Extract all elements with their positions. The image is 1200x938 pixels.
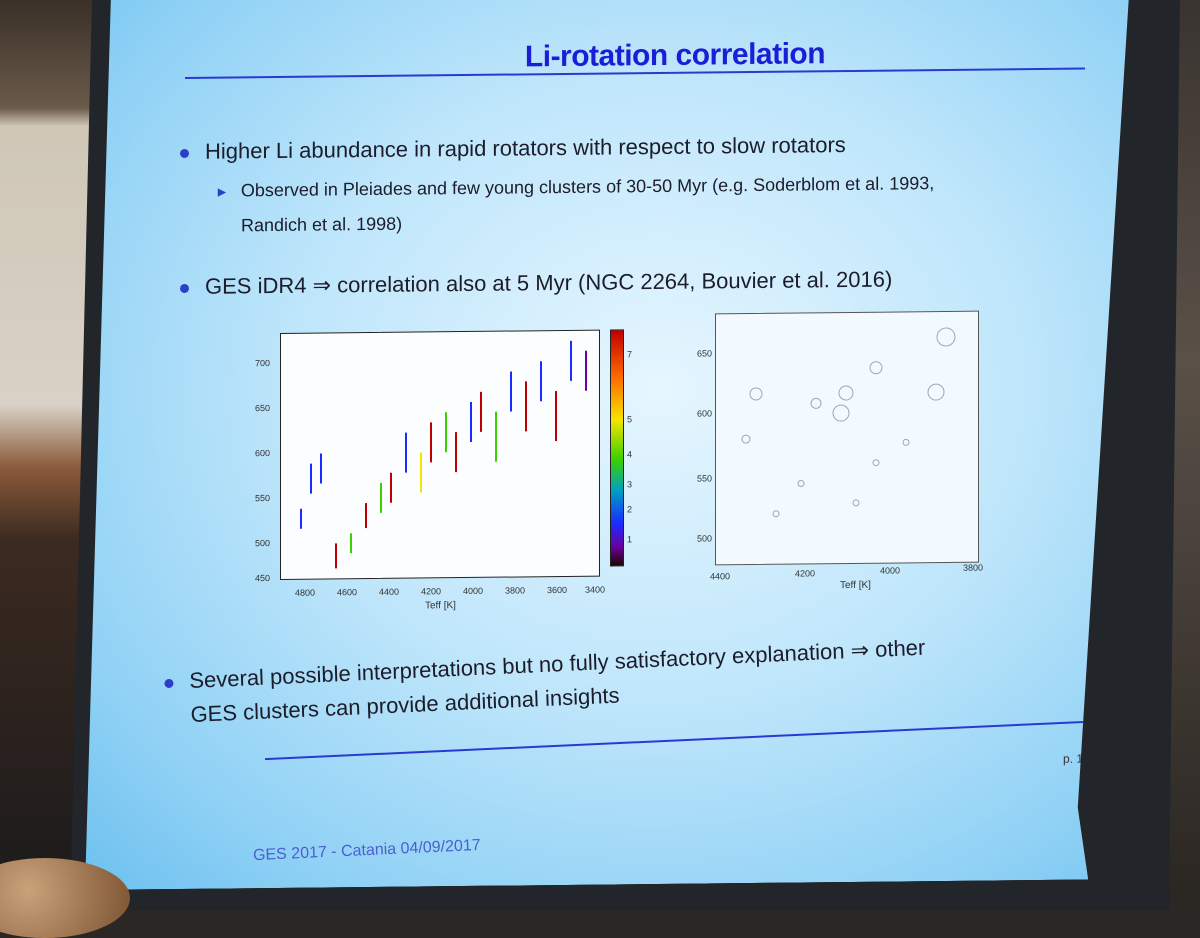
x-tick: 3600: [547, 584, 568, 596]
colorbar-tick: 1: [627, 534, 633, 545]
y-tick: 550: [255, 493, 271, 504]
colorbar-tick: 2: [627, 504, 633, 515]
bullet-dot-icon: [180, 149, 189, 158]
x-tick: 4400: [710, 571, 731, 582]
y-tick: 650: [255, 403, 271, 414]
colorbar-tick: 3: [627, 479, 633, 490]
faint-circles: [716, 312, 978, 565]
x-tick: 3800: [505, 585, 526, 596]
x-tick: 4400: [379, 586, 400, 597]
x-tick: 4200: [421, 586, 442, 597]
x-tick: 4600: [337, 587, 358, 598]
colorbar: [610, 329, 624, 566]
bullet-3: Several possible interpretations but no …: [164, 635, 927, 729]
y-tick: 650: [697, 348, 713, 359]
bullet-2-text: GES iDR4 ⇒ correlation also at 5 Myr (NG…: [205, 266, 893, 299]
sub-bullet-1: ► Observed in Pleiades and few young clus…: [215, 166, 934, 243]
bullet-1: Higher Li abundance in rapid rotators wi…: [180, 132, 846, 165]
bullet-1-text: Higher Li abundance in rapid rotators wi…: [205, 132, 846, 164]
bullet-2: GES iDR4 ⇒ correlation also at 5 Myr (NG…: [180, 267, 892, 300]
x-tick: 4800: [295, 587, 316, 598]
x-tick: 4200: [795, 568, 816, 579]
footer-divider: [265, 720, 1105, 760]
projected-slide: Li-rotation correlation Higher Li abunda…: [85, 0, 1130, 890]
y-tick: 450: [255, 573, 271, 584]
colorbar-tick: 4: [627, 449, 633, 460]
x-tick: 3800: [963, 562, 984, 573]
y-tick: 600: [697, 408, 713, 419]
sub-bullet-1-line1: Observed in Pleiades and few young clust…: [240, 173, 935, 201]
x-axis-label: Teff [K]: [425, 600, 456, 612]
bullet-dot-icon: [180, 284, 189, 293]
footer-text: GES 2017 - Catania 04/09/2017: [252, 836, 481, 865]
y-tick: 500: [255, 538, 271, 549]
scatter-points: [281, 331, 599, 579]
y-tick: 700: [255, 358, 271, 369]
bullet-dot-icon: [164, 678, 173, 687]
y-tick: 500: [697, 533, 713, 544]
li-teff-scatter-plot: [280, 330, 600, 580]
triangle-arrow-icon: ►: [215, 183, 229, 200]
colorbar-tick: 5: [627, 414, 633, 425]
x-tick: 4000: [463, 585, 484, 597]
colorbar-tick: 7: [627, 349, 633, 360]
x-tick: 4000: [880, 565, 901, 576]
sub-bullet-1-line2: Randich et al. 1998): [241, 213, 403, 236]
y-tick: 550: [697, 473, 713, 484]
faint-scatter-plot: [715, 311, 979, 566]
x-tick: 3400: [585, 584, 606, 595]
y-tick: 600: [255, 448, 271, 459]
x-axis-label: Teff [K]: [840, 579, 871, 592]
